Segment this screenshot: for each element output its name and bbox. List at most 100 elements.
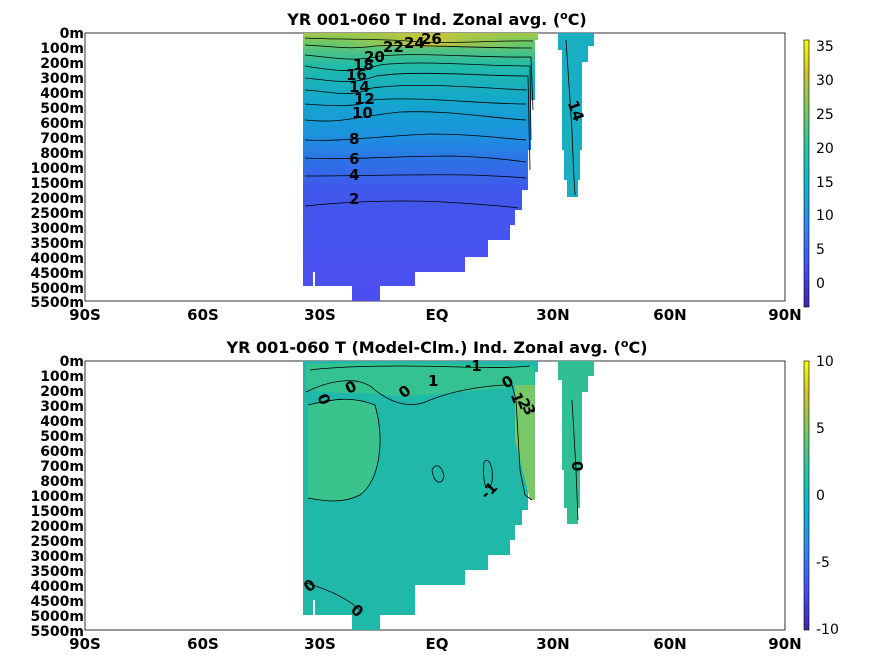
contour-label: -1 — [465, 357, 482, 375]
contour-label: 26 — [421, 30, 442, 48]
y-tick-label: 3500m — [30, 564, 84, 580]
colorbar-tick: 10 — [816, 354, 834, 370]
y-tick-label: 2000m — [30, 519, 84, 535]
y-tick-label: 400m — [40, 86, 84, 102]
contour-lines-top — [304, 37, 576, 209]
colorbar-top: 35 30 25 20 15 10 5 0 — [803, 39, 834, 308]
surface-warm-band — [330, 33, 530, 47]
y-tick-label: 4000m — [30, 579, 84, 595]
y-tick-label: 1000m — [30, 489, 84, 505]
y-tick-label: 5000m — [30, 609, 84, 625]
x-axis-top: 90S 60S 30S EQ 30N 60N 90N — [69, 306, 802, 324]
x-tick-label: 90N — [768, 306, 801, 324]
y-tick-label: 2000m — [30, 191, 84, 207]
contour-label: 14 — [349, 78, 370, 96]
colorbar-bottom: 10 5 0 -5 -10 — [803, 354, 839, 638]
contour-label: 24 — [404, 34, 425, 52]
y-tick-label: 1500m — [30, 176, 84, 192]
colorbar-tick: 5 — [816, 242, 825, 258]
contour-lines-bottom — [305, 365, 579, 613]
y-tick-label: 2500m — [30, 206, 84, 222]
panel-bottom: -1 1 0 0 0 0 1 2 3 0 -1 0 0 YR 001-060 T… — [30, 337, 838, 653]
y-tick-label: 300m — [40, 399, 84, 415]
y-tick-label: 2500m — [30, 534, 84, 550]
y-tick-label: 100m — [40, 369, 84, 385]
x-tick-label: 90S — [69, 635, 101, 653]
y-tick-label: 400m — [40, 414, 84, 430]
chart-title-bottom: YR 001-060 T (Model-Clm.) Ind. Zonal avg… — [225, 337, 647, 357]
x-tick-label: 90S — [69, 306, 101, 324]
y-tick-label: 3500m — [30, 236, 84, 252]
panel-top: 26 24 22 20 18 16 14 12 10 8 6 4 2 14 YR… — [30, 9, 833, 324]
x-tick-label: 60S — [187, 635, 219, 653]
y-tick-label: 800m — [40, 146, 84, 162]
y-tick-label: 500m — [40, 429, 84, 445]
contour-label: 18 — [353, 56, 374, 74]
colorbar-tick: -10 — [816, 622, 839, 638]
colorbar-tick: 20 — [816, 141, 834, 157]
colorbar-gradient — [803, 360, 810, 631]
contour-label: 16 — [346, 66, 367, 84]
temperature-field — [303, 33, 538, 301]
x-tick-label: EQ — [426, 635, 449, 653]
y-tick-label: 0m — [60, 354, 84, 370]
red-sea-column-anomaly — [558, 361, 594, 524]
x-tick-label: 30N — [536, 635, 569, 653]
contour-label: 22 — [383, 38, 404, 56]
y-tick-label: 5000m — [30, 281, 84, 297]
y-tick-label: 500m — [40, 101, 84, 117]
y-tick-label: 100m — [40, 41, 84, 57]
contour-label: 8 — [349, 130, 359, 148]
y-tick-label: 600m — [40, 116, 84, 132]
x-tick-label: 60N — [653, 635, 686, 653]
y-tick-label: 4000m — [30, 251, 84, 267]
y-tick-label: 3000m — [30, 221, 84, 237]
y-tick-label: 3000m — [30, 549, 84, 565]
y-tick-label: 700m — [40, 131, 84, 147]
y-tick-label: 200m — [40, 56, 84, 72]
colorbar-tick: 0 — [816, 276, 825, 292]
contour-label: 10 — [352, 104, 373, 122]
x-axis-bottom: 90S 60S 30S EQ 30N 60N 90N — [69, 635, 802, 653]
y-tick-label: 1000m — [30, 161, 84, 177]
y-tick-label: 0m — [60, 26, 84, 42]
contour-label: 4 — [349, 166, 359, 184]
y-tick-label: 4500m — [30, 594, 84, 610]
y-tick-label: 200m — [40, 384, 84, 400]
colorbar-tick: 15 — [816, 175, 834, 191]
y-axis-top: 0m 100m 200m 300m 400m 500m 600m 700m 80… — [30, 26, 84, 311]
y-tick-label: 700m — [40, 459, 84, 475]
colorbar-tick: -5 — [816, 555, 830, 571]
y-tick-label: 5500m — [30, 295, 84, 311]
y-tick-label: 600m — [40, 444, 84, 460]
colorbar-tick: 30 — [816, 73, 834, 89]
red-sea-column — [558, 33, 594, 197]
y-tick-label: 800m — [40, 474, 84, 490]
colorbar-tick: 5 — [816, 421, 825, 437]
chart-title-top: YR 001-060 T Ind. Zonal avg. (oC) — [286, 9, 587, 29]
colorbar-tick: 25 — [816, 107, 834, 123]
colorbar-tick: 0 — [816, 488, 825, 504]
contour-label: 12 — [354, 90, 375, 108]
x-tick-label: 30S — [304, 635, 336, 653]
colorbar-tick: 35 — [816, 39, 834, 55]
contour-label: 1 — [428, 372, 438, 390]
x-tick-label: 90N — [768, 635, 801, 653]
contour-label: 0 — [568, 461, 586, 471]
colorbar-tick: 10 — [816, 208, 834, 224]
contour-label: 6 — [349, 150, 359, 168]
y-tick-label: 4500m — [30, 266, 84, 282]
y-tick-label: 300m — [40, 71, 84, 87]
x-tick-label: 60N — [653, 306, 686, 324]
anomaly-warm-margin — [515, 385, 535, 500]
anomaly-interior — [308, 399, 380, 502]
y-tick-label: 1500m — [30, 504, 84, 520]
x-tick-label: EQ — [426, 306, 449, 324]
contour-label: 2 — [349, 190, 359, 208]
contour-label: 20 — [364, 48, 385, 66]
x-tick-label: 60S — [187, 306, 219, 324]
colorbar-gradient — [803, 39, 810, 308]
x-tick-label: 30S — [304, 306, 336, 324]
y-tick-label: 5500m — [30, 624, 84, 640]
